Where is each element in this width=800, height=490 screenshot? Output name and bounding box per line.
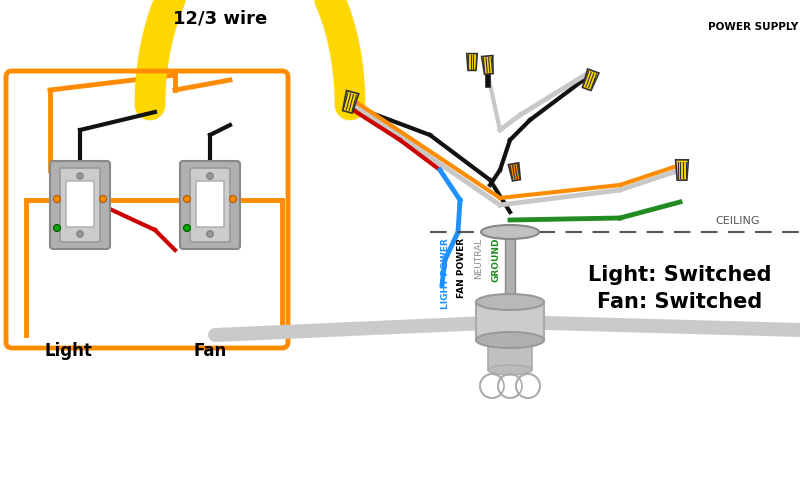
Text: Light: Switched: Light: Switched	[588, 265, 772, 285]
Polygon shape	[508, 163, 520, 181]
Polygon shape	[482, 55, 493, 74]
Text: FAN POWER: FAN POWER	[458, 238, 466, 298]
Bar	[476, 302, 544, 340]
Circle shape	[480, 374, 504, 398]
FancyBboxPatch shape	[50, 161, 110, 249]
Ellipse shape	[481, 225, 539, 239]
Ellipse shape	[476, 294, 544, 310]
Circle shape	[498, 374, 522, 398]
Circle shape	[230, 196, 237, 202]
Text: Fan: Fan	[194, 342, 226, 360]
Circle shape	[183, 224, 190, 231]
Text: POWER SUPPLY: POWER SUPPLY	[708, 22, 798, 32]
FancyBboxPatch shape	[66, 181, 94, 227]
Circle shape	[77, 173, 83, 179]
Bar	[488, 340, 532, 370]
FancyBboxPatch shape	[60, 168, 100, 242]
Text: LIGHT POWER: LIGHT POWER	[441, 238, 450, 309]
Polygon shape	[582, 69, 599, 91]
Circle shape	[77, 231, 83, 237]
Circle shape	[516, 374, 540, 398]
Circle shape	[183, 196, 190, 202]
Ellipse shape	[476, 332, 544, 348]
Text: Fan: Switched: Fan: Switched	[598, 292, 762, 312]
FancyBboxPatch shape	[196, 181, 224, 227]
Text: 12/3 wire: 12/3 wire	[173, 10, 267, 28]
Polygon shape	[676, 160, 688, 180]
Text: NEUTRAL: NEUTRAL	[474, 238, 483, 279]
Circle shape	[206, 231, 213, 237]
Circle shape	[206, 173, 213, 179]
Polygon shape	[342, 91, 358, 113]
Ellipse shape	[488, 365, 532, 375]
FancyBboxPatch shape	[180, 161, 240, 249]
Text: Light: Light	[44, 342, 92, 360]
Text: CEILING: CEILING	[715, 216, 759, 226]
FancyBboxPatch shape	[190, 168, 230, 242]
Bar	[505, 232, 515, 302]
Circle shape	[99, 196, 106, 202]
Circle shape	[54, 224, 61, 231]
Text: GROUND: GROUND	[491, 238, 501, 283]
Polygon shape	[466, 53, 478, 71]
Circle shape	[54, 196, 61, 202]
